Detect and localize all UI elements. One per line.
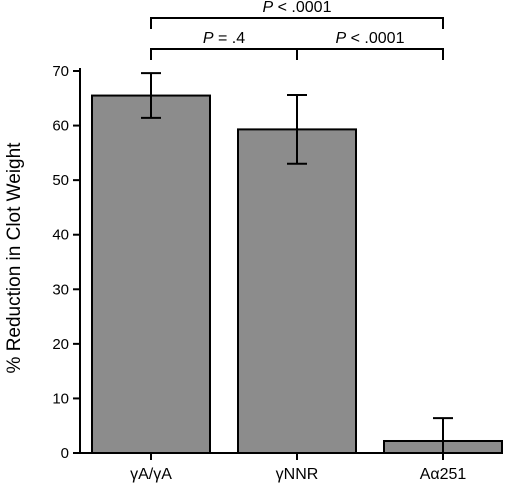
p-value-label-2: P < .0001 [263, 0, 332, 16]
significance-bracket-2 [150, 17, 444, 29]
y-axis-title: % Reduction in Clot Weight [4, 142, 25, 374]
significance-bracket-0 [150, 48, 298, 60]
y-tick-label-20: 20 [52, 336, 69, 353]
y-tick-label-10: 10 [52, 390, 69, 407]
y-tick-label-0: 0 [61, 445, 69, 462]
p-value-label-0: P = .4 [203, 30, 245, 47]
category-label-0: γA/γA [130, 466, 172, 483]
bar-0 [91, 94, 211, 455]
y-tick-label-70: 70 [52, 63, 69, 80]
y-tick-label-30: 30 [52, 281, 69, 298]
category-label-1: γNNR [276, 466, 319, 483]
category-label-2: Aα251 [420, 466, 467, 483]
significance-bracket-1 [296, 48, 444, 60]
bar-1 [237, 128, 357, 455]
y-tick-label-40: 40 [52, 227, 69, 244]
y-tick-label-60: 60 [52, 118, 69, 135]
y-tick-label-50: 50 [52, 172, 69, 189]
p-value-label-1: P < .0001 [336, 30, 405, 47]
